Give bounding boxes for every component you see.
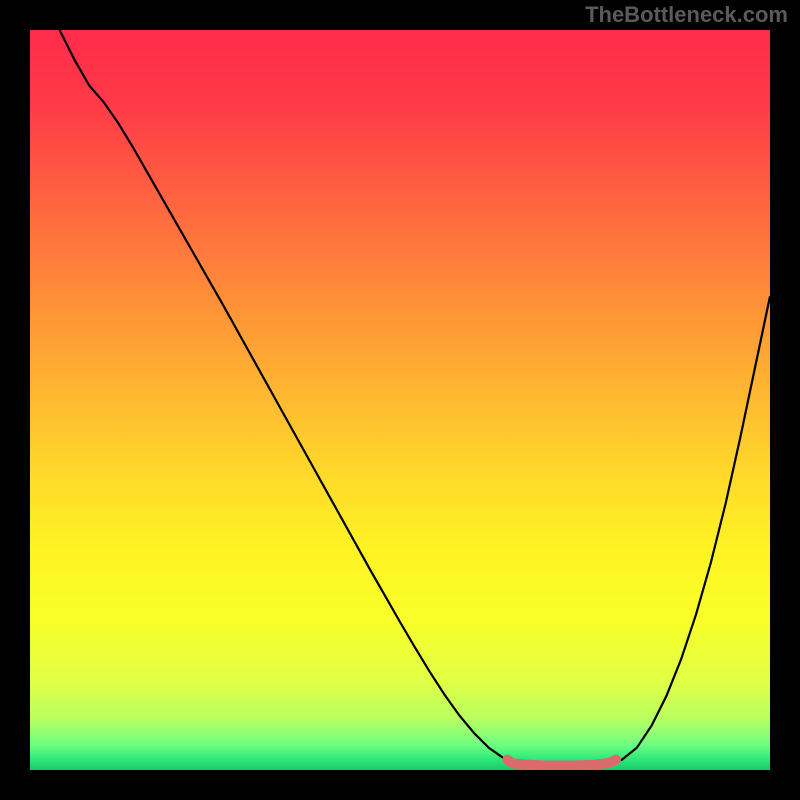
chart-container: TheBottleneck.com [0,0,800,800]
plot-area [30,30,770,770]
watermark-text: TheBottleneck.com [585,2,788,28]
curve-svg [30,30,770,770]
bottleneck-curve [60,30,770,766]
bottom-highlight [507,760,616,766]
